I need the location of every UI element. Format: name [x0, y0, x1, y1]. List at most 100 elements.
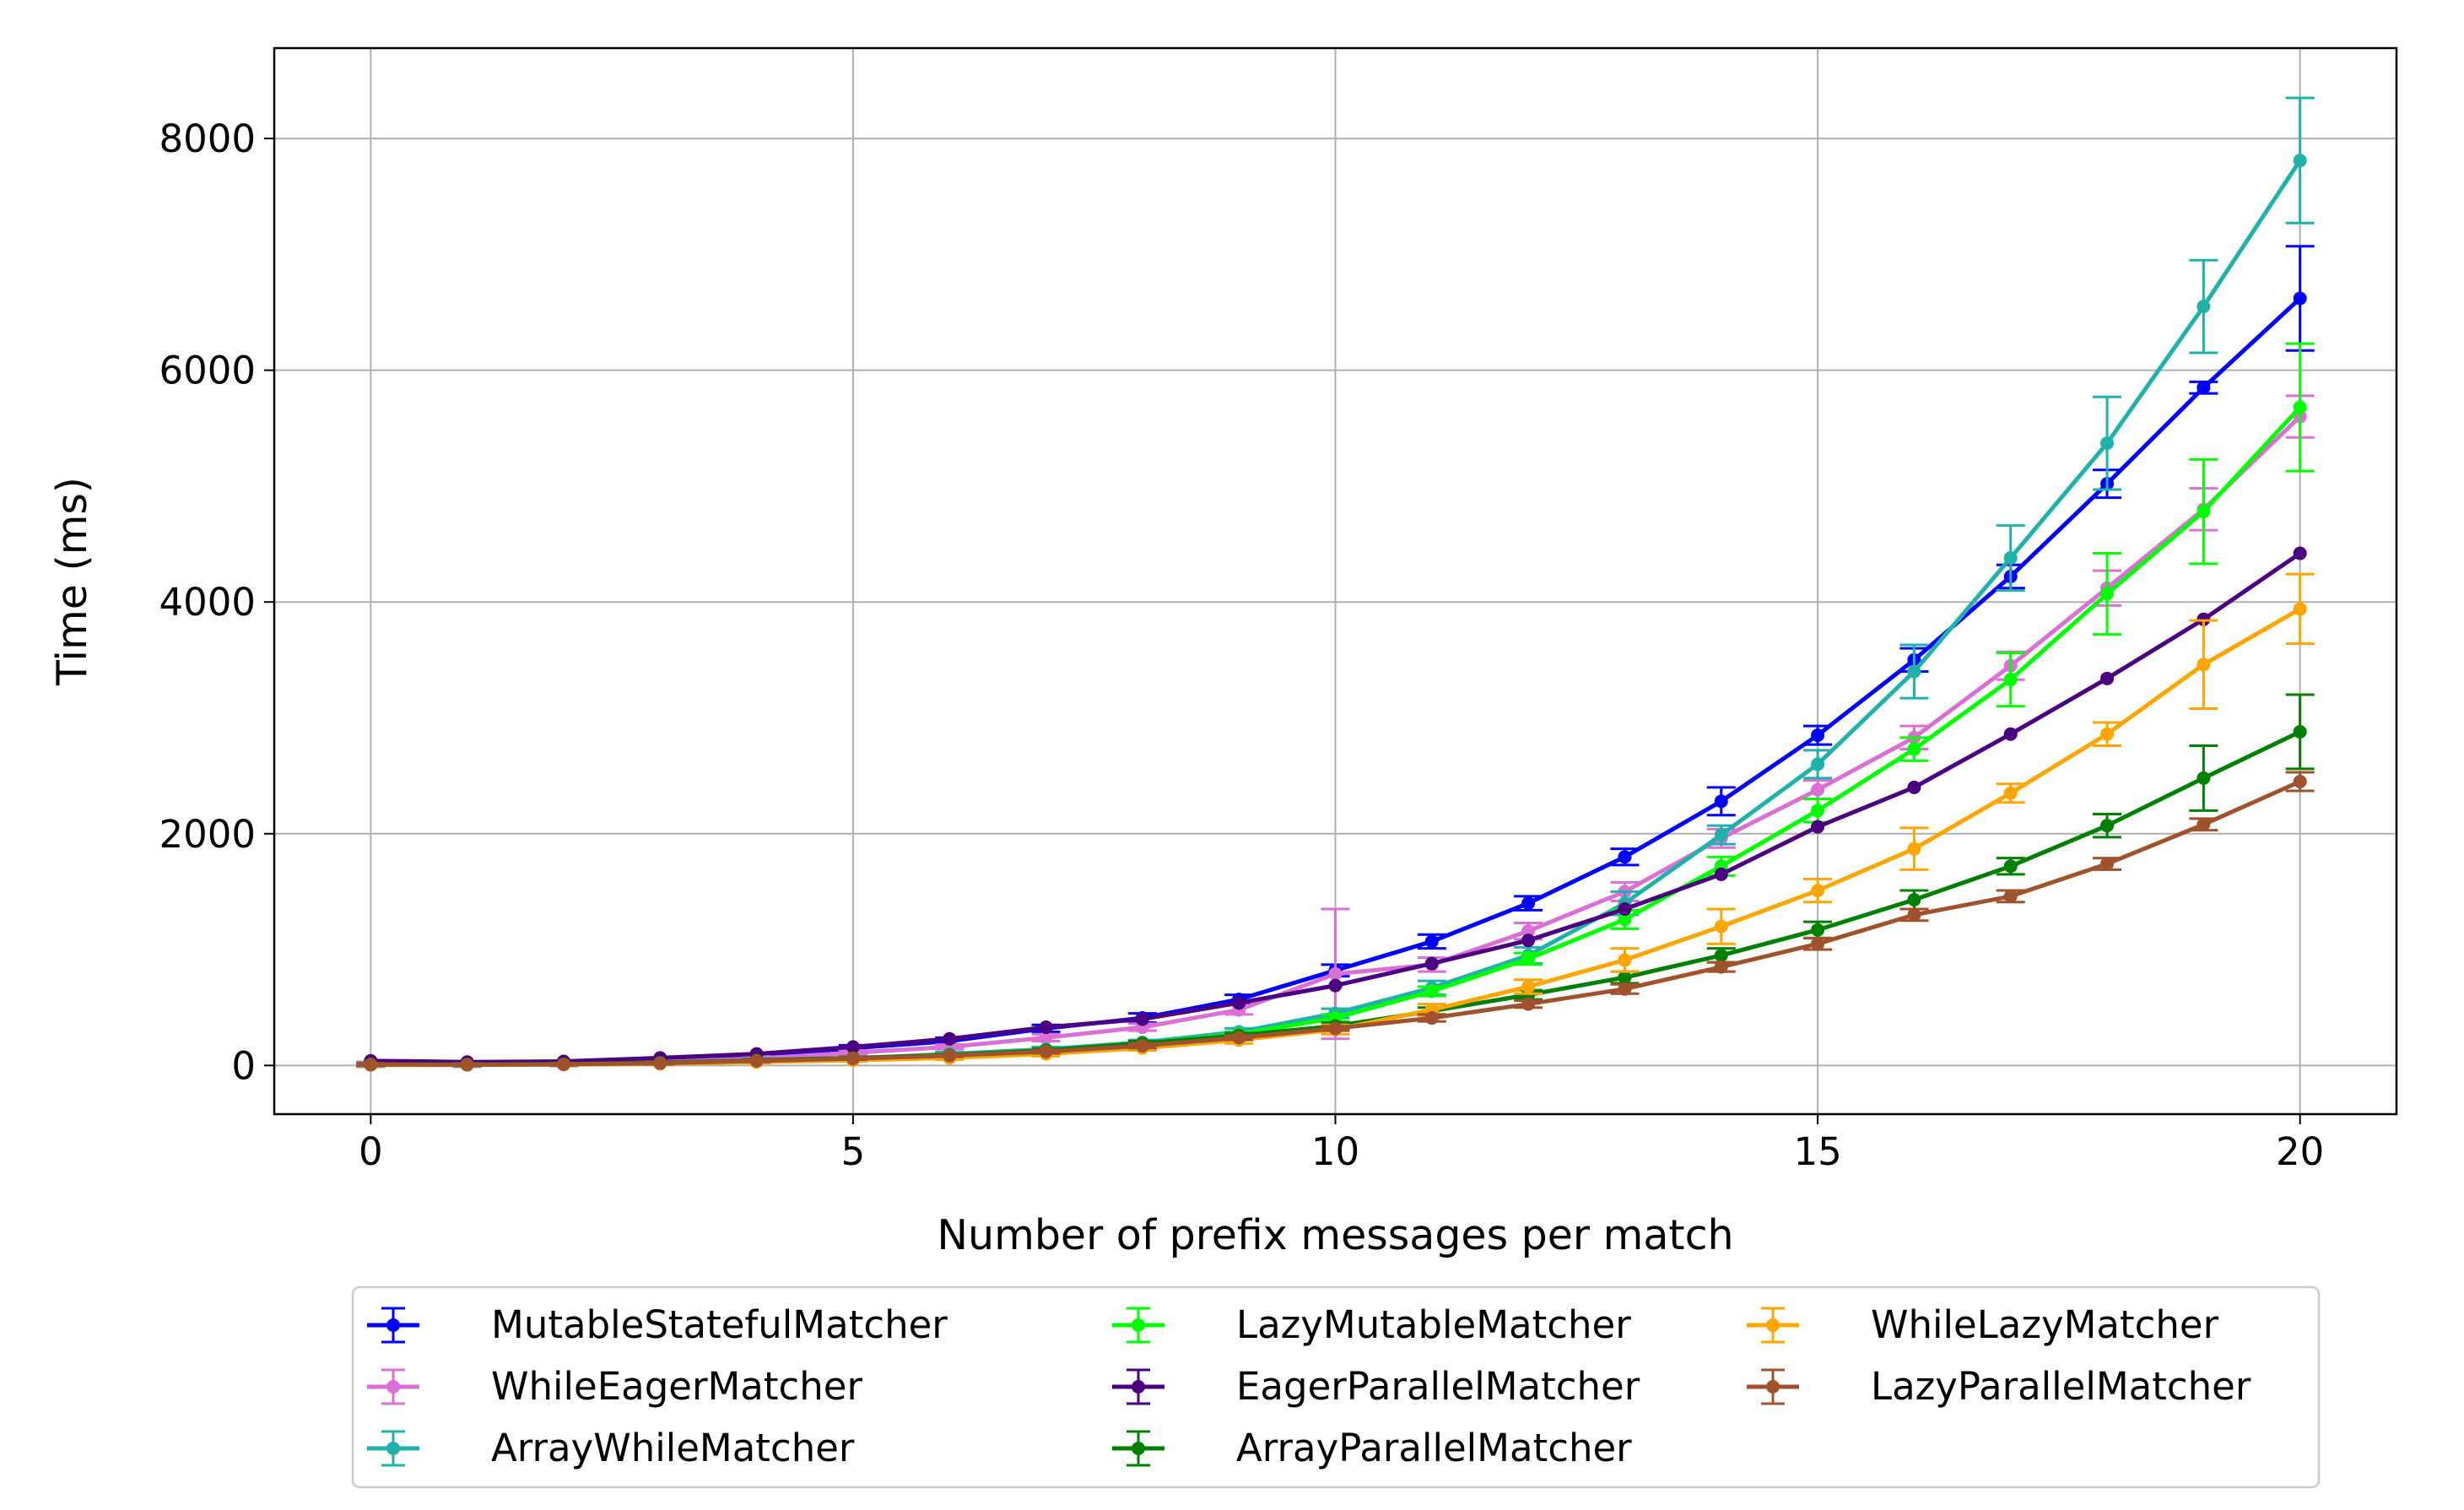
y-tick-label: 4000 — [159, 580, 256, 625]
y-axis-label: Time (ms) — [48, 477, 96, 686]
data-point — [1039, 1044, 1053, 1058]
legend-marker — [386, 1442, 400, 1455]
data-point — [2293, 291, 2307, 306]
data-point — [2003, 786, 2018, 800]
data-point — [1618, 850, 1632, 864]
data-point — [2100, 819, 2115, 833]
data-point — [749, 1053, 764, 1068]
series-layer — [356, 96, 2315, 1072]
data-point — [1714, 867, 1728, 881]
data-point — [2197, 771, 2211, 785]
legend-marker — [1132, 1318, 1145, 1332]
data-point — [1714, 919, 1728, 934]
data-point — [1521, 896, 1536, 911]
data-point — [1039, 1020, 1053, 1035]
data-point — [460, 1058, 474, 1072]
data-point — [2003, 859, 2018, 874]
series-LazyParallelMatcher — [356, 771, 2315, 1072]
legend-box — [351, 1285, 2321, 1489]
data-point — [943, 1031, 957, 1046]
y-axis-ticks: 0 2000 4000 6000 8000 — [159, 116, 274, 1088]
data-point — [2100, 436, 2115, 451]
data-point — [1907, 780, 1921, 794]
x-tick-label: 15 — [1793, 1129, 1841, 1174]
data-point — [2197, 817, 2211, 831]
legend-item-EagerParallelMatcher: EagerParallelMatcher — [1112, 1364, 1640, 1409]
data-point — [1618, 912, 1632, 927]
x-tick-label: 5 — [841, 1129, 866, 1174]
legend-item-ArrayWhileMatcher: ArrayWhileMatcher — [367, 1426, 855, 1470]
legend-label: WhileLazyMatcher — [1871, 1302, 2219, 1347]
data-point — [846, 1052, 860, 1066]
data-point — [1618, 953, 1632, 967]
data-point — [2293, 774, 2307, 788]
data-point — [2293, 400, 2307, 414]
data-point — [1521, 934, 1536, 948]
y-tick-label: 2000 — [159, 812, 256, 857]
data-point — [1521, 979, 1536, 993]
data-point — [846, 1040, 860, 1054]
legend-label: ArrayParallelMatcher — [1236, 1426, 1632, 1470]
data-point — [1714, 948, 1728, 962]
data-point — [2100, 671, 2115, 685]
legend-marker — [386, 1380, 400, 1394]
data-point — [1232, 996, 1246, 1010]
data-point — [2003, 727, 2018, 741]
y-tick-label: 0 — [231, 1043, 256, 1088]
data-point — [1714, 828, 1728, 842]
data-point — [1811, 757, 1825, 771]
y-tick-label: 6000 — [159, 349, 256, 393]
y-tick-label: 8000 — [159, 116, 256, 161]
data-point — [1714, 794, 1728, 809]
data-point — [1039, 1031, 1053, 1045]
data-point — [2293, 602, 2307, 616]
data-point — [2197, 505, 2211, 519]
x-tick-label: 0 — [359, 1129, 383, 1174]
data-point — [1811, 884, 1825, 898]
data-point — [1424, 956, 1439, 971]
legend-label: LazyParallelMatcher — [1871, 1364, 2251, 1409]
data-point — [2197, 658, 2211, 672]
data-point — [1811, 782, 1825, 797]
data-point — [2197, 381, 2211, 395]
data-point — [1328, 978, 1343, 993]
data-point — [1521, 924, 1536, 939]
data-point — [1521, 997, 1536, 1011]
legend-label: MutableStatefulMatcher — [491, 1302, 948, 1347]
legend-marker — [1766, 1318, 1780, 1332]
data-point — [1714, 960, 1728, 974]
data-point — [1907, 907, 1921, 922]
data-point — [653, 1056, 667, 1070]
data-point — [1424, 984, 1439, 999]
legend-item-MutableStatefulMatcher: MutableStatefulMatcher — [367, 1302, 948, 1347]
data-point — [1907, 842, 1921, 856]
data-point — [2100, 727, 2115, 741]
data-point — [1811, 937, 1825, 951]
legend-label: WhileEagerMatcher — [491, 1364, 862, 1409]
data-point — [1328, 1021, 1343, 1036]
data-point — [2003, 551, 2018, 566]
data-point — [2293, 724, 2307, 739]
data-point — [1424, 934, 1439, 949]
data-point — [1811, 728, 1825, 743]
data-point — [943, 1048, 957, 1063]
legend-label: LazyMutableMatcher — [1236, 1302, 1631, 1347]
data-point — [2293, 546, 2307, 560]
data-point — [364, 1058, 378, 1072]
data-point — [2197, 300, 2211, 314]
legend-marker — [386, 1318, 400, 1332]
legend-label: EagerParallelMatcher — [1236, 1364, 1640, 1409]
data-point — [1907, 664, 1921, 679]
data-point — [1521, 952, 1536, 966]
data-point — [1618, 902, 1632, 917]
data-point — [1811, 820, 1825, 834]
x-axis-ticks: 0 5 10 15 20 — [359, 1114, 2324, 1174]
data-point — [1907, 893, 1921, 907]
x-tick-label: 20 — [2276, 1129, 2324, 1174]
data-point — [1618, 982, 1632, 996]
legend-marker — [1132, 1380, 1145, 1394]
data-point — [1424, 1011, 1439, 1026]
legend-item-LazyMutableMatcher: LazyMutableMatcher — [1112, 1302, 1631, 1347]
legend: MutableStatefulMatcher WhileEagerMatcher A… — [351, 1285, 2321, 1489]
